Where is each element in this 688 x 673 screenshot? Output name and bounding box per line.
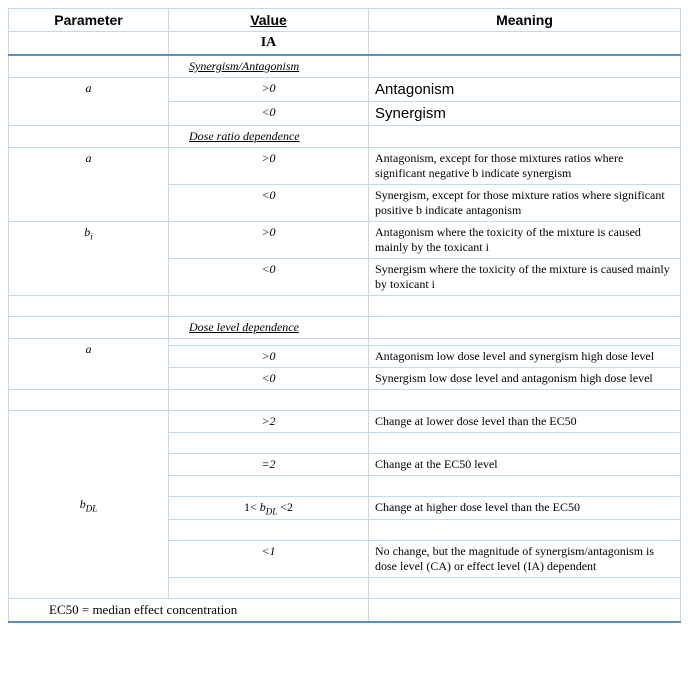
param-a-dl: a: [9, 339, 169, 390]
val-gt0-dl: >0: [169, 346, 369, 368]
val-bdl-eq2: =2: [169, 454, 369, 476]
section-dose-level: Dose level dependence: [9, 317, 681, 339]
val-gt0-dr: >0: [169, 148, 369, 185]
row-a-gt0-sa: a >0 Antagonism: [9, 78, 681, 102]
val-bi-gt0: >0: [169, 222, 369, 259]
meaning-bi-gt0: Antagonism where the toxicity of the mix…: [369, 222, 681, 259]
section-dose-level-label: Dose level dependence: [169, 317, 369, 339]
param-bdl: bDL: [9, 411, 169, 599]
empty-row-1: [9, 296, 681, 317]
parameter-table: Parameter Value Meaning IA Synergism/Ant…: [8, 8, 681, 623]
val-bdl-range: 1< bDL <2: [169, 497, 369, 520]
meaning-antagonism: Antagonism: [369, 78, 681, 102]
section-dose-ratio-label: Dose ratio dependence: [169, 126, 369, 148]
param-a-sa: a: [9, 78, 169, 126]
meaning-dl-gt0: Antagonism low dose level and synergism …: [369, 346, 681, 368]
meaning-synergism: Synergism: [369, 102, 681, 126]
val-bi-lt0: <0: [169, 259, 369, 296]
meaning-dr-gt0: Antagonism, except for those mixtures ra…: [369, 148, 681, 185]
footnote-row: EC50 = median effect concentration: [9, 599, 681, 623]
section-syn-ant-label: Synergism/Antagonism: [169, 55, 369, 78]
section-syn-ant: Synergism/Antagonism: [9, 55, 681, 78]
meaning-dl-lt0: Synergism low dose level and antagonism …: [369, 368, 681, 390]
param-bi: bi: [9, 222, 169, 296]
header-row: Parameter Value Meaning: [9, 9, 681, 32]
meaning-dr-lt0: Synergism, except for those mixture rati…: [369, 185, 681, 222]
val-bdl-lt1: <1: [169, 541, 369, 578]
meaning-bdl-lt1: No change, but the magnitude of synergis…: [369, 541, 681, 578]
val-gt0-sa: >0: [169, 78, 369, 102]
header-parameter: Parameter: [9, 9, 169, 32]
empty-row-2: [9, 390, 681, 411]
ia-label: IA: [169, 32, 369, 56]
param-a-dr: a: [9, 148, 169, 222]
val-lt0-dr: <0: [169, 185, 369, 222]
meaning-bdl-range: Change at higher dose level than the EC5…: [369, 497, 681, 520]
val-lt0-dl: <0: [169, 368, 369, 390]
val-bdl-gt2: >2: [169, 411, 369, 433]
ia-row: IA: [9, 32, 681, 56]
meaning-bdl-eq2: Change at the EC50 level: [369, 454, 681, 476]
val-lt0-sa: <0: [169, 102, 369, 126]
section-dose-ratio: Dose ratio dependence: [9, 126, 681, 148]
header-meaning: Meaning: [369, 9, 681, 32]
row-bdl-gt2: bDL >2 Change at lower dose level than t…: [9, 411, 681, 433]
row-a-gt0-dr: a >0 Antagonism, except for those mixtur…: [9, 148, 681, 185]
meaning-bdl-gt2: Change at lower dose level than the EC50: [369, 411, 681, 433]
footnote-text: EC50 = median effect concentration: [9, 599, 369, 623]
row-bi-gt0: bi >0 Antagonism where the toxicity of t…: [9, 222, 681, 259]
row-a-dl-blank: a: [9, 339, 681, 346]
header-value: Value: [169, 9, 369, 32]
meaning-bi-lt0: Synergism where the toxicity of the mixt…: [369, 259, 681, 296]
